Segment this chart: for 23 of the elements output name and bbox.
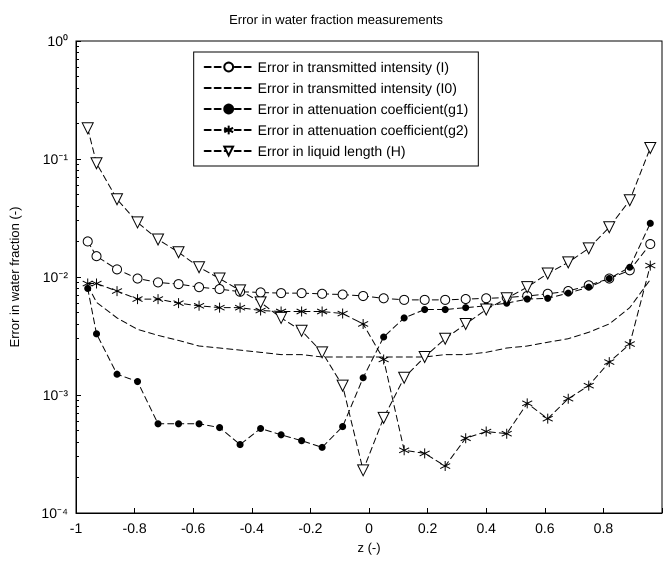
- y-tick-label: 10⁻¹: [42, 151, 68, 167]
- legend-label: Error in transmitted intensity (I): [258, 59, 450, 75]
- legend-label: Error in liquid length (H): [258, 143, 406, 159]
- legend-label: Error in attenuation coefficient(g2): [258, 122, 468, 138]
- y-tick-label: 10⁻⁴: [41, 505, 68, 521]
- x-tick-label: -0.6: [181, 520, 206, 536]
- legend-label: Error in transmitted intensity (I0): [258, 80, 457, 96]
- y-axis-title: Error in water fraction (-): [7, 206, 22, 348]
- x-tick-label: 0.2: [418, 520, 438, 536]
- x-tick-label: 0.6: [535, 520, 555, 536]
- legend-label: Error in attenuation coefficient(g1): [258, 101, 468, 117]
- x-tick-label: -0.8: [122, 520, 147, 536]
- y-tick-label: 10⁻²: [42, 269, 68, 285]
- chart-title: Error in water fraction measurements: [229, 12, 444, 27]
- x-tick-label: 0.8: [594, 520, 614, 536]
- x-axis-title: z (-): [357, 540, 381, 555]
- x-tick-label: 0.4: [476, 520, 496, 536]
- x-tick-label: 0: [365, 520, 374, 536]
- y-tick-label: 10⁰: [47, 33, 68, 49]
- x-tick-label: -0.2: [298, 520, 323, 536]
- y-tick-label: 10⁻³: [42, 387, 68, 403]
- x-tick-label: -1: [70, 520, 82, 536]
- x-tick-label: -0.4: [240, 520, 264, 536]
